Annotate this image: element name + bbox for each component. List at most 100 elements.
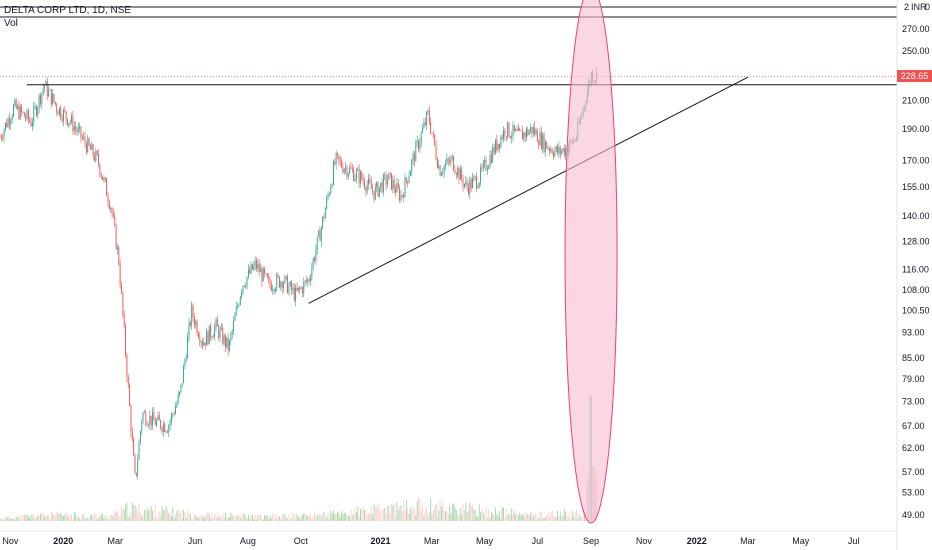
candle-body [54, 101, 56, 105]
candle-body [439, 165, 441, 176]
candle-body [513, 125, 515, 131]
candle-body [127, 377, 129, 386]
candle-body [31, 122, 33, 127]
price-tick-label: 57.00 [902, 467, 925, 477]
candle-body [30, 121, 32, 127]
candle-body [220, 327, 222, 330]
last-price-badge: 228.65 [897, 70, 932, 82]
candle-body [125, 325, 126, 356]
volume-bar [451, 504, 453, 521]
candle-body [365, 187, 367, 192]
volume-bar [21, 519, 23, 521]
volume-bar [269, 515, 271, 521]
volume-bar [231, 515, 233, 521]
candle-body [26, 110, 28, 119]
candle-body [103, 177, 105, 180]
candle-body [295, 287, 297, 301]
candle-body [507, 122, 509, 137]
volume-bar [476, 516, 477, 521]
candle-body [338, 155, 340, 161]
candle-body [81, 137, 83, 139]
candle-body [150, 415, 152, 426]
volume-bar [14, 519, 16, 521]
time-tick-label: Nov [636, 536, 653, 546]
volume-bar [330, 510, 332, 521]
volume-bar [538, 517, 540, 521]
candle-body [490, 154, 492, 163]
candle-body [9, 118, 10, 125]
candle-body [183, 365, 185, 384]
volume-bar [387, 505, 388, 521]
candle-body [304, 280, 306, 282]
candle-body [56, 104, 58, 112]
volume-bar [164, 510, 166, 521]
candle-body [262, 268, 264, 282]
volume-bar [337, 512, 338, 521]
candle-body [299, 287, 301, 289]
candle-body [482, 162, 484, 169]
volume-bar [310, 514, 311, 521]
volume-bar [365, 509, 367, 521]
volume-bar [360, 508, 361, 521]
volume-bar [292, 512, 294, 521]
volume-bar [445, 511, 446, 521]
volume-bar [38, 516, 40, 521]
candle-body [466, 181, 468, 187]
volume-bar [168, 512, 170, 521]
candle-body [92, 144, 94, 156]
volume-bar [256, 519, 257, 521]
volume-bar [361, 510, 363, 521]
volume-bar [409, 507, 411, 521]
candle-body [441, 173, 442, 176]
volume-bar [184, 512, 186, 521]
volume-bar [493, 513, 495, 521]
volume-bar [523, 516, 525, 521]
volume-bar [459, 508, 461, 521]
candle-body [11, 116, 13, 121]
time-tick-label: May [476, 536, 494, 546]
time-tick-label: Jun [188, 536, 203, 546]
candle-body [187, 336, 189, 359]
candle-body [527, 128, 529, 135]
candle-body [454, 170, 456, 174]
candle-body [91, 144, 93, 150]
volume-bar [83, 514, 85, 521]
volume-bar [118, 516, 120, 521]
candle-body [285, 276, 287, 277]
volume-bar [149, 508, 151, 521]
volume-bar [335, 513, 337, 521]
candle-body [83, 136, 85, 138]
volume-bar [346, 514, 348, 521]
price-tick-label: 140.00 [902, 211, 930, 221]
candles [0, 67, 598, 480]
candle-body [484, 160, 486, 163]
volume-bar [210, 518, 212, 521]
candle-body [67, 119, 68, 126]
candle-body [198, 333, 199, 338]
volume-bar [165, 506, 167, 521]
volume-bar [293, 514, 295, 521]
volume-bar [223, 517, 225, 521]
candle-body [72, 115, 74, 132]
candle-body [296, 287, 298, 291]
candle-body [63, 109, 64, 121]
volume-bar [428, 511, 430, 521]
candle-body [561, 150, 563, 154]
candle-body [504, 129, 506, 137]
volume-bar [169, 511, 171, 521]
candle-body [486, 168, 488, 171]
volume-bar [427, 515, 429, 521]
candle-body [266, 273, 268, 278]
candle-body [218, 326, 220, 338]
volume-bar [486, 516, 488, 521]
volume-bar [307, 516, 309, 521]
highlight-ellipse [564, 0, 618, 524]
volume-bar [76, 516, 78, 521]
candle-body [164, 423, 166, 432]
volume-bar [199, 514, 201, 521]
candle-body [339, 160, 341, 161]
candle-body [99, 164, 101, 175]
candle-body [188, 322, 190, 337]
price-tick-label: 67.00 [902, 421, 925, 431]
